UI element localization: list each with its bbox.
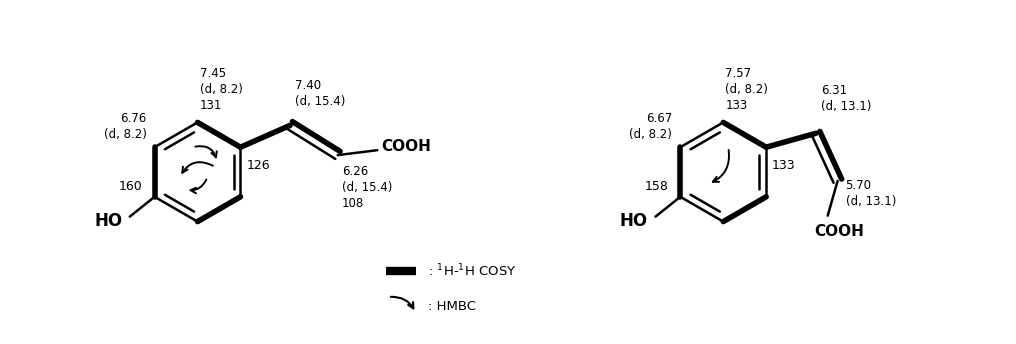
Text: 133: 133 bbox=[772, 159, 796, 172]
Text: 6.76
(d, 8.2): 6.76 (d, 8.2) bbox=[104, 112, 146, 141]
Text: 7.40
(d, 15.4): 7.40 (d, 15.4) bbox=[295, 78, 345, 108]
Text: 160: 160 bbox=[119, 180, 142, 193]
Text: 5.70
(d, 13.1): 5.70 (d, 13.1) bbox=[845, 179, 896, 208]
Text: 6.26
(d, 15.4)
108: 6.26 (d, 15.4) 108 bbox=[341, 165, 392, 210]
Text: HO: HO bbox=[94, 212, 122, 229]
Text: HO: HO bbox=[620, 212, 648, 229]
Text: 7.45
(d, 8.2)
131: 7.45 (d, 8.2) 131 bbox=[199, 67, 243, 112]
Text: : HMBC: : HMBC bbox=[428, 300, 475, 313]
Text: 126: 126 bbox=[247, 159, 270, 172]
Text: 6.31
(d, 13.1): 6.31 (d, 13.1) bbox=[821, 85, 871, 114]
Text: 158: 158 bbox=[644, 180, 669, 193]
Text: 7.57
(d, 8.2)
133: 7.57 (d, 8.2) 133 bbox=[725, 67, 768, 112]
Text: 6.67
(d, 8.2): 6.67 (d, 8.2) bbox=[630, 112, 673, 141]
Text: COOH: COOH bbox=[815, 224, 865, 239]
Text: : $\mathregular{^1}$H-$\mathregular{^1}$H COSY: : $\mathregular{^1}$H-$\mathregular{^1}$… bbox=[428, 263, 516, 279]
Text: COOH: COOH bbox=[381, 139, 431, 154]
